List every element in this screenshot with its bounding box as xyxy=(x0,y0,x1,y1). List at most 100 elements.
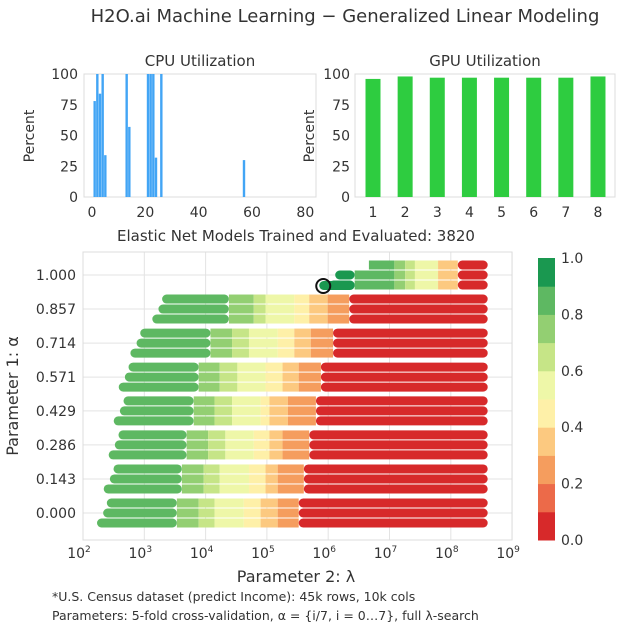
model-segment xyxy=(243,518,261,528)
model-segment xyxy=(303,464,488,474)
model-segment xyxy=(232,416,261,426)
model-segment xyxy=(394,280,406,290)
model-segment xyxy=(394,260,406,270)
model-segment xyxy=(309,314,328,324)
colorbar-tick-label: 0.4 xyxy=(561,420,583,436)
gpu-bar xyxy=(461,77,477,197)
cpu-x-tick-label: 60 xyxy=(243,205,261,221)
model-segment xyxy=(219,474,249,484)
colorbar-band xyxy=(538,511,555,541)
cpu-y-tick-label: 100 xyxy=(51,67,78,83)
model-segment xyxy=(248,348,278,358)
gpu-bar xyxy=(590,76,606,197)
model-segment xyxy=(294,328,311,338)
footnote-parameters: Parameters: 5-fold cross-validation, α =… xyxy=(52,608,479,623)
model-segment xyxy=(140,328,211,338)
model-segment xyxy=(136,338,211,348)
model-segment xyxy=(124,372,199,382)
gpu-bar xyxy=(558,77,574,197)
y-tick-label: 0.714 xyxy=(36,336,76,352)
model-segment xyxy=(186,430,209,440)
model-segment xyxy=(294,294,310,304)
model-segment xyxy=(265,382,283,392)
model-segment xyxy=(315,406,488,416)
model-segment xyxy=(186,450,209,460)
model-segment xyxy=(277,328,295,338)
model-segment xyxy=(181,464,204,474)
x-tick-exponent: 9 xyxy=(514,545,520,555)
model-segment xyxy=(232,348,249,358)
colorbar-band xyxy=(538,399,555,428)
model-segment xyxy=(253,314,266,324)
colorbar-band xyxy=(538,427,555,456)
model-segment xyxy=(327,314,350,324)
model-segment xyxy=(158,304,229,314)
cpu-bar xyxy=(149,74,152,197)
model-segment xyxy=(269,406,288,416)
model-segment xyxy=(294,304,310,314)
model-segment xyxy=(269,430,283,440)
colorbar-tick-label: 1.0 xyxy=(561,251,583,267)
model-segment xyxy=(210,348,233,358)
heatmap-title: Elastic Net Models Trained and Evaluated… xyxy=(117,227,475,245)
cpu-x-tick-label: 40 xyxy=(190,205,208,221)
model-segment xyxy=(237,382,266,392)
model-segment xyxy=(265,474,278,484)
cpu-utilization-chart: CPU Utilization Percent 0 20 40 60 80 0 25 50 75… xyxy=(22,52,317,221)
cpu-bar xyxy=(128,126,131,197)
model-segment xyxy=(260,518,278,528)
model-segment xyxy=(181,484,204,494)
x-tick-exponent: 4 xyxy=(208,545,214,555)
model-segment xyxy=(248,474,266,484)
model-segment xyxy=(237,372,266,382)
model-segment xyxy=(208,450,226,460)
model-segment xyxy=(310,328,334,338)
model-segment xyxy=(219,464,249,474)
y-tick-label: 1.000 xyxy=(36,268,76,284)
cpu-y-axis-label: Percent xyxy=(22,109,38,162)
model-segment xyxy=(265,464,278,474)
gpu-x-tick-label: 8 xyxy=(594,205,603,221)
model-segment xyxy=(277,508,299,518)
gpu-y-tick-label: 25 xyxy=(332,159,350,175)
x-tick-exponent: 3 xyxy=(146,545,152,555)
cpu-bar xyxy=(96,74,99,197)
model-segment xyxy=(269,396,288,406)
model-segment xyxy=(319,281,355,290)
gpu-x-tick-label: 3 xyxy=(433,205,442,221)
model-segment xyxy=(193,396,215,406)
gpu-x-tick-label: 1 xyxy=(369,205,378,221)
x-tick-label: 105 xyxy=(251,545,275,562)
y-tick-label: 0.571 xyxy=(36,370,76,386)
model-segment xyxy=(260,498,278,508)
model-segment xyxy=(282,372,299,382)
model-segment xyxy=(282,440,310,450)
y-tick-label: 0.429 xyxy=(36,404,76,420)
model-segment xyxy=(303,474,488,484)
model-segment xyxy=(253,294,266,304)
model-segment xyxy=(208,430,226,440)
model-segment xyxy=(114,440,187,450)
model-segment xyxy=(309,450,488,460)
cpu-x-tick-label: 80 xyxy=(296,205,314,221)
model-segment xyxy=(228,294,254,304)
model-segment xyxy=(232,396,261,406)
colorbar-band xyxy=(538,455,555,485)
model-segment xyxy=(303,484,488,494)
model-segment xyxy=(457,260,488,270)
model-segment xyxy=(210,328,233,338)
x-tick-exponent: 2 xyxy=(85,545,91,555)
x-tick-exponent: 7 xyxy=(392,545,398,555)
y-tick-label: 0.143 xyxy=(36,472,76,488)
model-segment xyxy=(260,406,270,416)
model-segment xyxy=(298,498,488,508)
model-segment xyxy=(265,314,295,324)
heatmap-x-axis-label: Parameter 2: λ xyxy=(237,567,355,586)
cpu-bar xyxy=(152,74,155,197)
model-segment xyxy=(248,464,266,474)
cpu-bar xyxy=(104,155,107,197)
model-segment xyxy=(253,430,270,440)
x-tick-base: 10 xyxy=(312,546,330,562)
cpu-bar xyxy=(160,74,163,197)
